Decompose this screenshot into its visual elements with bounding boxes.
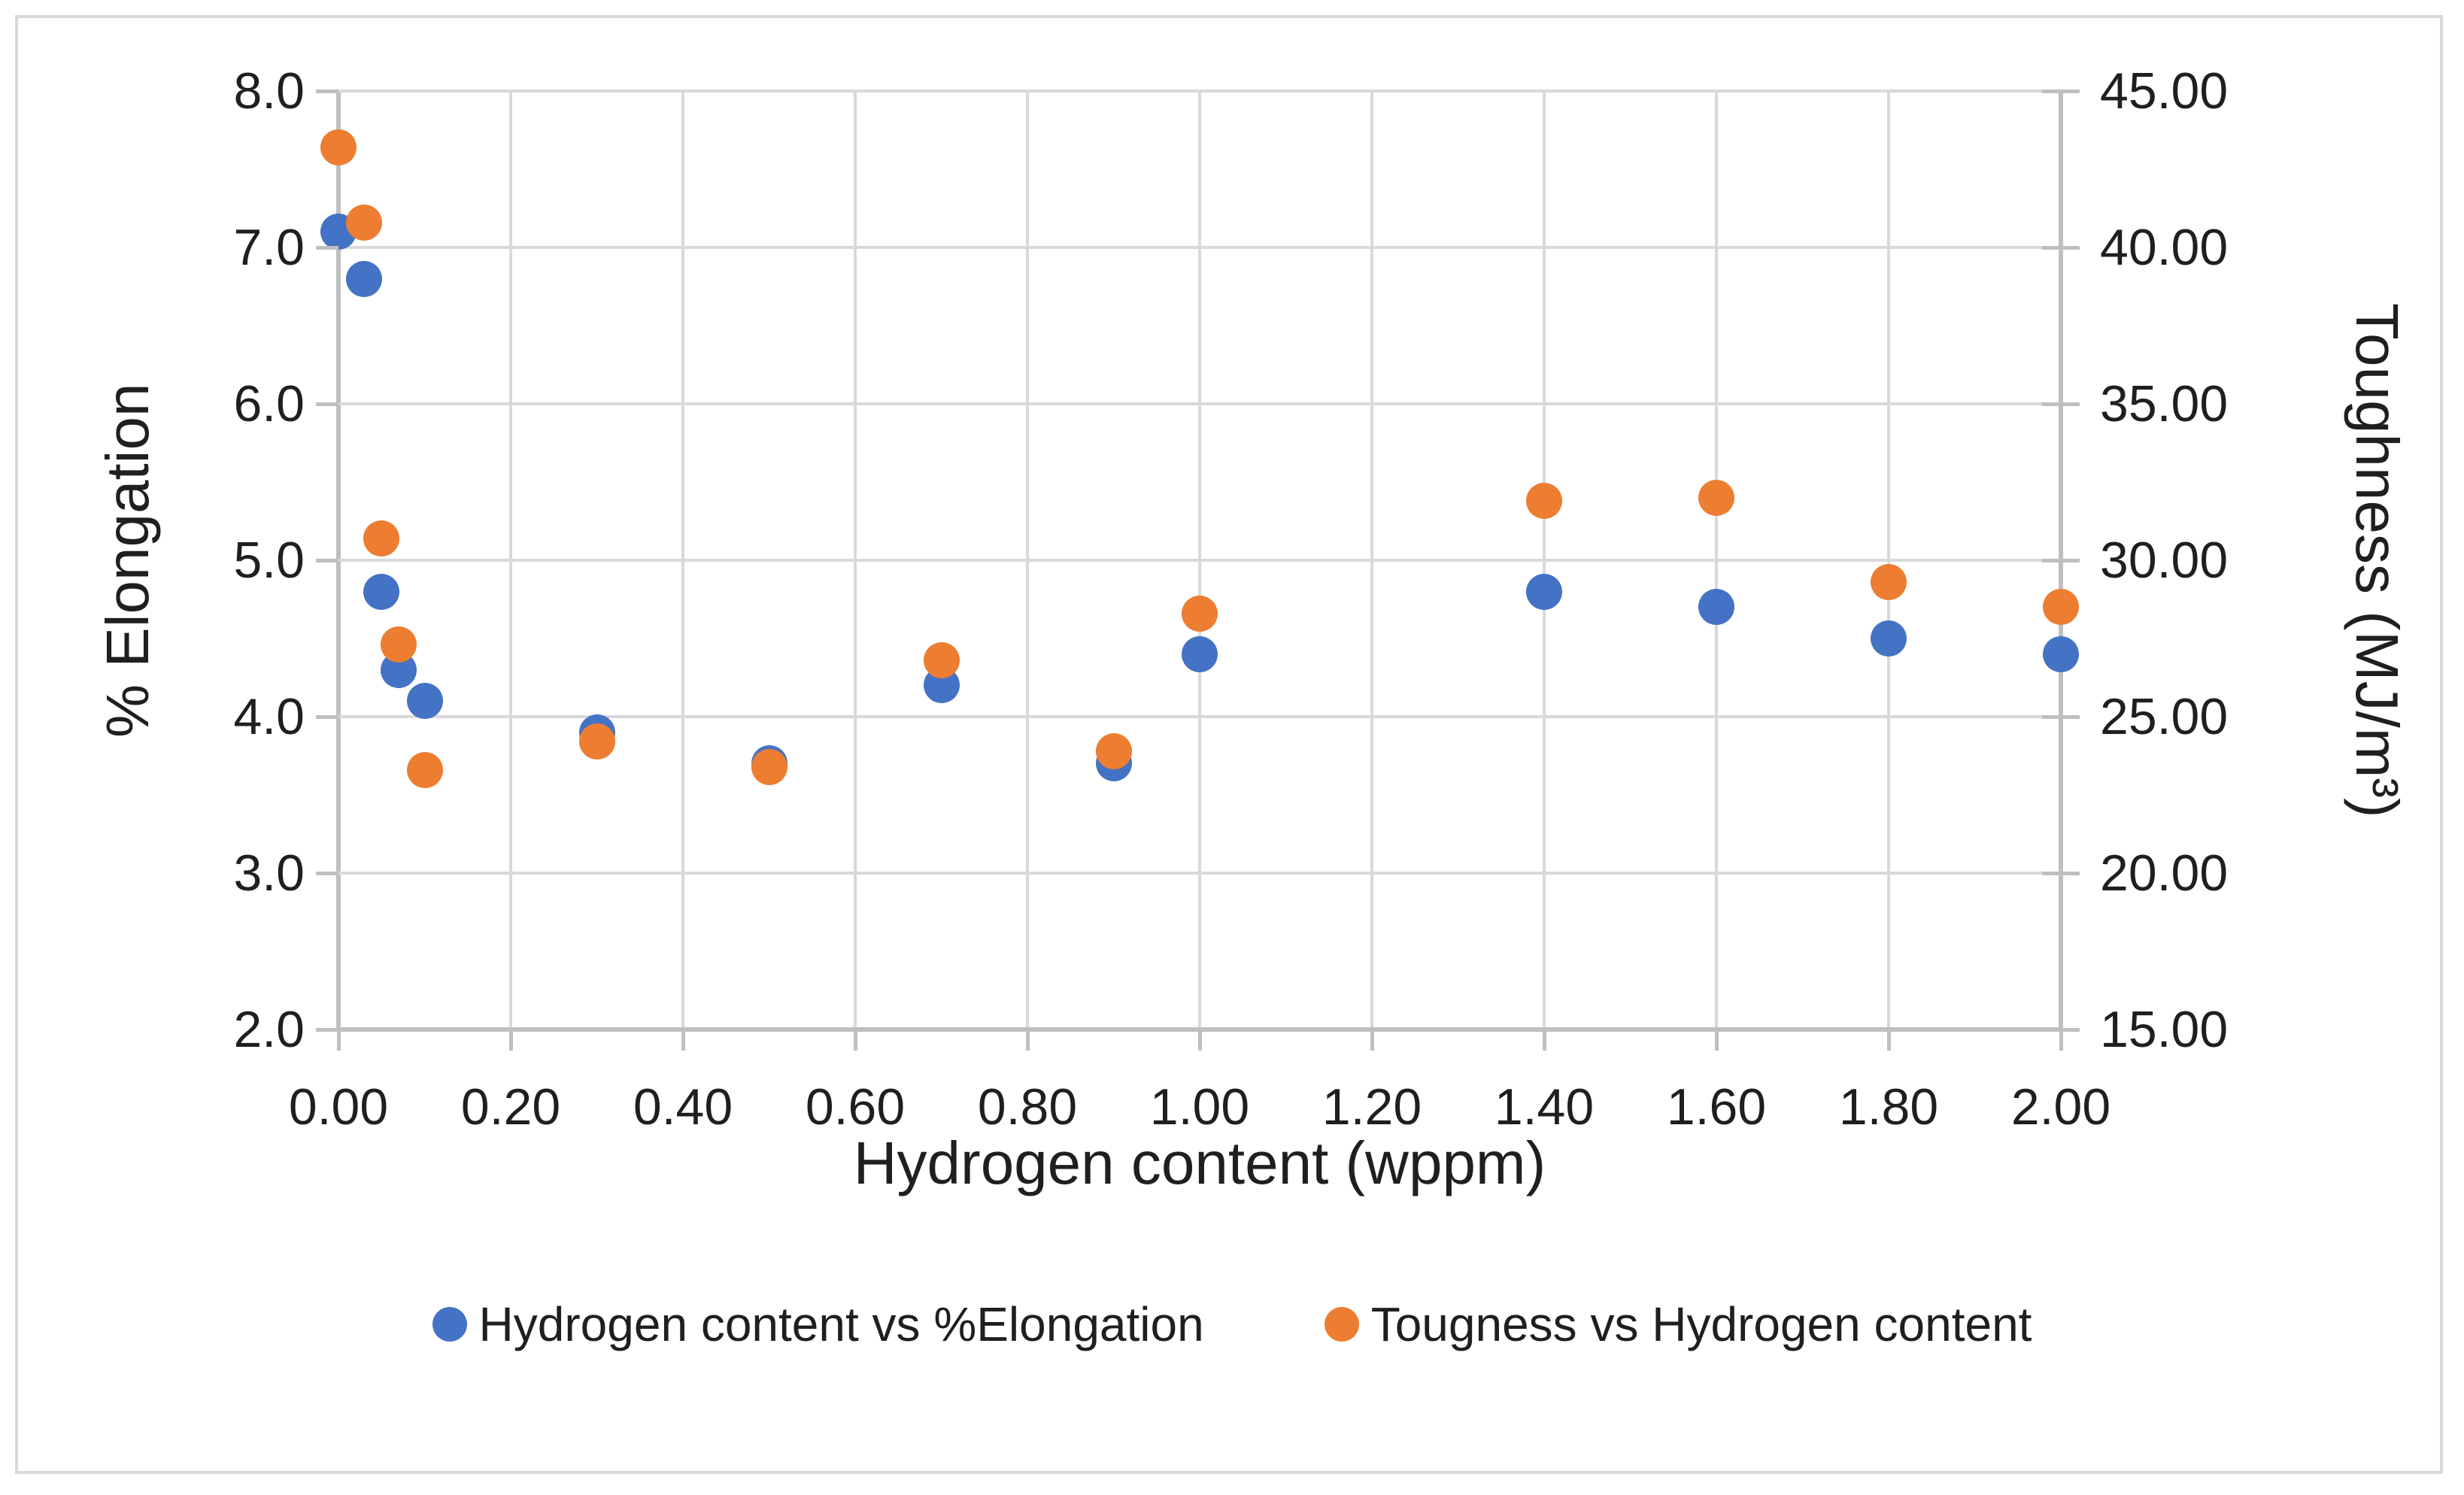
data-point-elongation <box>346 260 383 297</box>
x-tick-label: 0.00 <box>288 1078 389 1136</box>
data-point-toughness <box>346 204 383 241</box>
x-tick-label: 1.40 <box>1494 1078 1595 1136</box>
x-axis-tick <box>1025 1030 1030 1051</box>
legend-marker-blue-icon <box>432 1307 467 1342</box>
x-axis-tick <box>336 1030 341 1051</box>
data-point-elongation <box>2043 635 2079 672</box>
legend-item-elongation: Hydrogen content vs %Elongation <box>432 1298 1204 1351</box>
right-y-tick-label: 45.00 <box>2100 62 2229 120</box>
left-y-tick-label: 3.0 <box>233 845 305 902</box>
left-y-tick-label: 7.0 <box>233 219 305 276</box>
x-axis-tick <box>1542 1030 1546 1051</box>
x-axis-tick <box>681 1030 685 1051</box>
right-y-axis-tick <box>2042 245 2080 250</box>
data-point-toughness <box>923 642 960 679</box>
x-tick-label: 2.00 <box>2010 1078 2111 1136</box>
left-y-tick-label: 4.0 <box>233 688 305 745</box>
x-tick-label: 1.00 <box>1149 1078 1250 1136</box>
right-y-axis-tick <box>2042 1027 2080 1032</box>
left-y-axis-tick <box>316 714 338 719</box>
data-point-toughness <box>2043 589 2079 626</box>
x-axis-title: Hydrogen content (wppm) <box>853 1130 1546 1196</box>
data-point-elongation <box>1871 620 1907 657</box>
x-tick-label: 0.60 <box>805 1078 906 1136</box>
data-point-toughness <box>406 751 443 788</box>
horizontal-gridline <box>338 402 2061 405</box>
horizontal-gridline <box>338 246 2061 249</box>
left-y-tick-label: 5.0 <box>233 532 305 589</box>
data-point-toughness <box>1095 732 1132 769</box>
right-y-axis-tick <box>2042 558 2080 563</box>
left-y-axis-tick <box>316 1027 338 1032</box>
data-point-elongation <box>406 683 443 720</box>
right-y-axis-tick <box>2042 402 2080 406</box>
x-axis-tick <box>1197 1030 1202 1051</box>
data-point-elongation <box>1182 635 1218 672</box>
horizontal-gridline <box>338 872 2061 875</box>
data-point-toughness <box>363 520 400 556</box>
right-y-tick-label: 30.00 <box>2100 532 2229 589</box>
legend: Hydrogen content vs %Elongation Tougness… <box>0 1298 2464 1351</box>
left-y-axis-tick <box>316 89 338 93</box>
x-axis-tick <box>1370 1030 1374 1051</box>
right-y-tick-label: 40.00 <box>2100 219 2229 276</box>
legend-item-toughness: Tougness vs Hydrogen content <box>1324 1297 2032 1351</box>
data-point-elongation <box>1698 589 1734 626</box>
legend-marker-orange-icon <box>1324 1307 1359 1342</box>
data-point-toughness <box>320 129 357 165</box>
plot-area <box>320 89 2079 1032</box>
data-point-elongation <box>1526 573 1562 610</box>
legend-label-toughness: Tougness vs Hydrogen content <box>1370 1297 2032 1351</box>
x-axis-tick <box>1886 1030 1891 1051</box>
horizontal-gridline <box>338 559 2061 562</box>
right-y-axis-tick <box>2042 714 2080 719</box>
left-y-axis-tick <box>316 558 338 563</box>
x-axis-tick <box>2059 1030 2063 1051</box>
data-point-elongation <box>363 573 400 610</box>
left-y-axis-tick <box>316 245 338 250</box>
x-tick-label: 0.20 <box>460 1078 561 1136</box>
horizontal-gridline <box>338 715 2061 718</box>
data-point-toughness <box>1871 564 1907 601</box>
right-y-tick-label: 20.00 <box>2100 845 2229 902</box>
x-tick-label: 1.60 <box>1666 1078 1767 1136</box>
right-y-axis-title: Toughness (MJ/m³) <box>2344 302 2411 818</box>
right-y-tick-label: 15.00 <box>2100 1001 2229 1058</box>
x-axis-tick <box>508 1030 513 1051</box>
left-y-axis-tick <box>316 402 338 406</box>
right-y-tick-label: 35.00 <box>2100 375 2229 432</box>
x-axis-tick <box>853 1030 857 1051</box>
data-point-toughness <box>1182 595 1218 632</box>
data-point-toughness <box>1698 479 1734 516</box>
data-point-toughness <box>751 748 787 785</box>
right-y-axis-tick <box>2042 89 2080 93</box>
left-y-tick-label: 8.0 <box>233 62 305 120</box>
legend-label-elongation: Hydrogen content vs %Elongation <box>478 1297 1204 1351</box>
data-point-toughness <box>381 626 417 663</box>
x-axis-tick <box>1714 1030 1719 1051</box>
left-y-axis-tick <box>316 871 338 875</box>
horizontal-gridline <box>338 89 2061 92</box>
right-y-tick-label: 25.00 <box>2100 688 2229 745</box>
data-point-toughness <box>578 723 615 760</box>
left-y-tick-label: 6.0 <box>233 375 305 432</box>
x-tick-label: 1.80 <box>1838 1078 1939 1136</box>
x-tick-label: 0.80 <box>977 1078 1078 1136</box>
right-y-axis-tick <box>2042 871 2080 875</box>
x-tick-label: 1.20 <box>1322 1078 1422 1136</box>
left-y-tick-label: 2.0 <box>233 1001 305 1058</box>
data-point-toughness <box>1526 482 1562 519</box>
x-tick-label: 0.40 <box>633 1078 733 1136</box>
